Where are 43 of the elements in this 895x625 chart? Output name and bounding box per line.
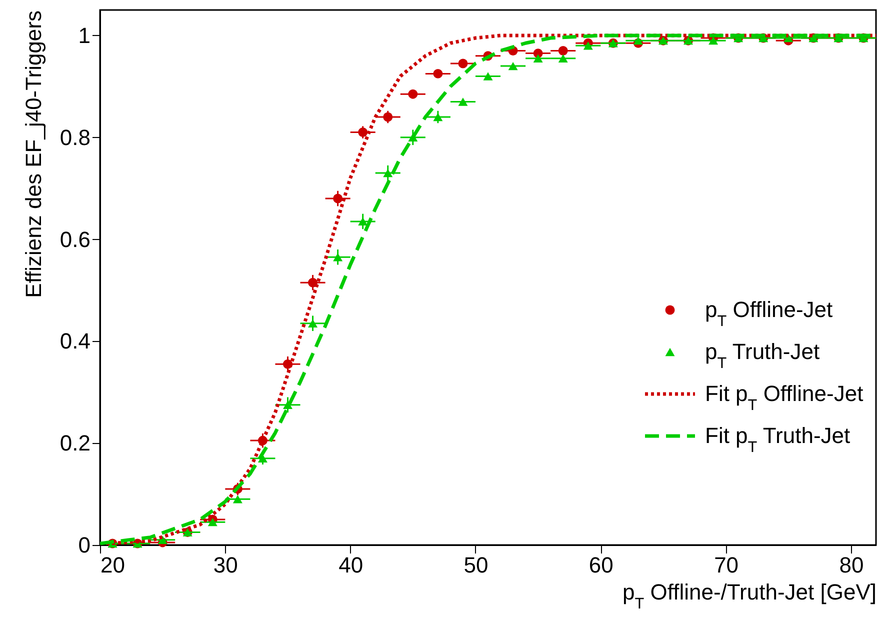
point [583, 42, 593, 50]
point [458, 98, 468, 106]
legend-label: p$_{T}$ Truth-Jet [705, 339, 820, 372]
legend-label: p$_{T}$ Offline-Jet [705, 297, 833, 330]
point [358, 217, 368, 226]
x-tick-label: 60 [588, 552, 614, 578]
point [558, 46, 568, 56]
x-tick-label: 80 [839, 552, 864, 578]
point [533, 54, 543, 63]
y-tick-label: 0.2 [60, 430, 90, 456]
x-tick-label: 30 [213, 552, 238, 578]
point [508, 62, 518, 70]
y-tick-label: 0.8 [60, 124, 90, 150]
point [558, 54, 568, 63]
point [433, 112, 443, 122]
point [433, 68, 443, 78]
point [208, 518, 218, 526]
point [383, 112, 393, 122]
point [308, 319, 318, 328]
point [333, 194, 343, 204]
point [358, 128, 368, 138]
y-tick-label: 0 [78, 532, 90, 558]
x-tick-label: 50 [464, 552, 488, 578]
x-axis-title: p$_{T}$ Offline-/Truth-Jet [GeV] [622, 580, 876, 612]
x-tick-label: 40 [338, 552, 364, 578]
point [633, 36, 643, 45]
y-tick-label: 0.6 [60, 226, 90, 252]
point [708, 36, 718, 45]
point [383, 168, 393, 178]
x-tick-label: 20 [100, 552, 125, 578]
point [158, 536, 168, 544]
point [458, 58, 468, 68]
point [308, 278, 318, 288]
point [483, 72, 493, 80]
point [333, 253, 343, 262]
point [232, 495, 242, 504]
point [408, 89, 418, 99]
y-tick-label: 0.4 [60, 328, 90, 354]
legend-label: Fit p$_{T}$ Truth-Jet [705, 423, 850, 456]
y-axis-title: Effizienz des EF_j40-Triggers [20, 10, 46, 298]
legend-label: Fit p$_{T}$ Offline-Jet [705, 381, 864, 414]
y-tick-label: 1 [78, 22, 90, 48]
x-tick-label: 70 [714, 552, 739, 578]
